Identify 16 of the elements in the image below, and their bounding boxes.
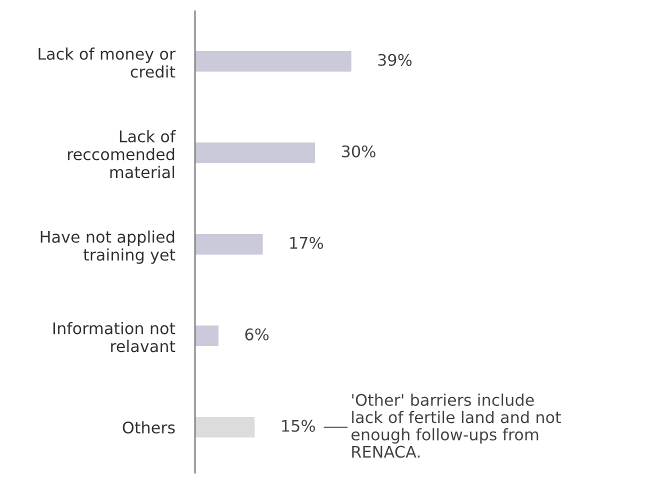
data-label: 30% xyxy=(342,145,376,158)
y-tick-label: Others xyxy=(122,421,175,434)
bar xyxy=(195,232,264,256)
data-label: 6% xyxy=(245,328,269,340)
y-tick-label: Information not relavant xyxy=(53,322,176,352)
data-label: 15% xyxy=(282,420,316,432)
bar xyxy=(195,416,256,439)
bar xyxy=(195,324,220,348)
y-tick-label: Lack of reccomended material xyxy=(68,130,176,178)
y-tick-label: Lack of money or credit xyxy=(38,48,176,78)
bar xyxy=(195,141,316,164)
bar xyxy=(195,50,352,73)
annotation: 'Other' barriers include lack of fertile land and not enough follow-ups from RENACA. xyxy=(351,394,561,458)
data-label: 17% xyxy=(290,236,324,249)
y-tick-label: Have not applied training yet xyxy=(40,230,176,264)
data-label: 39% xyxy=(378,54,412,66)
